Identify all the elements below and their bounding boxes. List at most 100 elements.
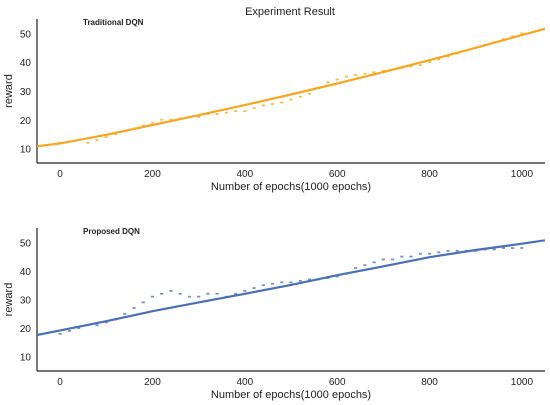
traditional-plot-area bbox=[37, 27, 545, 148]
proposed-scatter-point bbox=[391, 258, 395, 261]
proposed-scatter-point bbox=[372, 261, 376, 264]
proposed-scatter-point bbox=[270, 282, 275, 285]
traditional-scatter-point bbox=[280, 101, 284, 104]
proposed-dqn-panel: 10 20 30 40 50 0 200 400 600 800 1000 Number of epo… bbox=[3, 227, 545, 401]
proposed-y-tick-label: 30 bbox=[20, 296, 32, 307]
proposed-scatter-point bbox=[67, 330, 71, 332]
proposed-scatter-point bbox=[492, 248, 496, 251]
traditional-scatter-point bbox=[335, 78, 339, 81]
proposed-scatter-point bbox=[307, 278, 312, 281]
traditional-y-tick-label: 20 bbox=[20, 116, 32, 127]
traditional-series-annotation: Traditional DQN bbox=[83, 18, 144, 27]
proposed-x-axis-label: Number of epochs(1000 epochs) bbox=[211, 389, 371, 401]
proposed-x-tick-label: 400 bbox=[236, 377, 253, 388]
traditional-scatter-point bbox=[427, 61, 432, 64]
traditional-scatter-point bbox=[86, 141, 90, 144]
traditional-scatter-point bbox=[372, 71, 376, 74]
proposed-scatter-point bbox=[243, 290, 247, 292]
proposed-scatter-point bbox=[400, 255, 404, 258]
proposed-scatter-point bbox=[409, 255, 413, 258]
proposed-scatter-point bbox=[233, 292, 238, 295]
traditional-scatter-point bbox=[344, 75, 349, 78]
traditional-scatter-point bbox=[141, 124, 145, 127]
proposed-scatter-point bbox=[187, 295, 191, 298]
traditional-scatter-point bbox=[104, 136, 108, 138]
proposed-scatter-point bbox=[354, 267, 358, 269]
traditional-trend-line bbox=[37, 27, 545, 148]
traditional-scatter-point bbox=[270, 103, 275, 105]
proposed-scatter-point bbox=[206, 292, 210, 295]
proposed-scatter-point bbox=[298, 280, 302, 282]
proposed-scatter-point bbox=[501, 247, 506, 249]
traditional-scatter-point bbox=[418, 64, 422, 66]
traditional-scatter-point bbox=[95, 139, 99, 141]
proposed-scatter-point bbox=[197, 295, 201, 298]
traditional-x-tick-label: 0 bbox=[57, 169, 63, 180]
traditional-scatter-point bbox=[224, 111, 228, 114]
proposed-scatter-point bbox=[178, 292, 182, 295]
proposed-scatter-point bbox=[215, 292, 219, 295]
traditional-x-tick-label: 1000 bbox=[511, 169, 534, 180]
traditional-scatter-point bbox=[298, 95, 302, 98]
traditional-scatter-point bbox=[326, 81, 330, 84]
proposed-scatter-point bbox=[58, 332, 62, 335]
traditional-scatter-point bbox=[113, 133, 118, 136]
proposed-scatter-point bbox=[169, 290, 173, 292]
traditional-x-tick-label: 600 bbox=[329, 169, 346, 180]
proposed-scatter-point bbox=[455, 249, 459, 252]
traditional-scatter-point bbox=[215, 113, 219, 115]
proposed-scatter-point bbox=[95, 324, 99, 327]
proposed-scatter-point bbox=[437, 251, 441, 254]
traditional-scatter-point bbox=[520, 32, 524, 35]
traditional-scatter-point bbox=[511, 35, 515, 38]
traditional-scatter-point bbox=[160, 118, 164, 121]
traditional-x-tick-label: 200 bbox=[144, 169, 161, 180]
traditional-x-tick-label: 800 bbox=[421, 169, 438, 180]
proposed-y-tick-label: 10 bbox=[20, 353, 32, 364]
traditional-y-axis-label: reward bbox=[3, 74, 15, 108]
proposed-scatter-point bbox=[335, 275, 339, 278]
proposed-scatter-point bbox=[418, 252, 422, 255]
proposed-y-tick-label: 40 bbox=[20, 267, 32, 278]
traditional-y-tick-label: 50 bbox=[20, 29, 32, 40]
traditional-y-tick-label: 10 bbox=[20, 145, 32, 156]
traditional-scatter-point bbox=[437, 58, 441, 61]
traditional-scatter-point bbox=[261, 104, 265, 107]
traditional-scatter-point bbox=[409, 65, 413, 68]
proposed-scatter-point bbox=[76, 327, 81, 329]
proposed-scatter-point bbox=[141, 301, 145, 304]
proposed-scatter-point bbox=[363, 264, 367, 267]
traditional-scatter-point bbox=[363, 72, 367, 75]
traditional-scatter-point bbox=[252, 107, 256, 110]
proposed-scatter-point bbox=[261, 284, 265, 287]
traditional-y-tick-label: 30 bbox=[20, 87, 32, 98]
proposed-scatter-point bbox=[280, 281, 284, 284]
traditional-scatter-point bbox=[354, 74, 358, 77]
proposed-series-annotation: Proposed DQN bbox=[83, 227, 140, 236]
proposed-scatter-point bbox=[150, 295, 155, 298]
proposed-scatter-point bbox=[446, 249, 450, 252]
proposed-scatter-point bbox=[123, 312, 127, 315]
traditional-scatter-point bbox=[197, 116, 201, 118]
proposed-x-tick-label: 200 bbox=[144, 377, 161, 388]
proposed-x-tick-label: 600 bbox=[329, 377, 346, 388]
proposed-scatter-point bbox=[520, 247, 524, 249]
proposed-x-tick-label: 800 bbox=[421, 377, 438, 388]
proposed-x-tick-label: 1000 bbox=[511, 377, 534, 388]
traditional-y-tick-label: 40 bbox=[20, 58, 32, 69]
proposed-x-tick-label: 0 bbox=[57, 377, 63, 388]
proposed-trend-line bbox=[37, 239, 545, 337]
traditional-scatter-point bbox=[289, 98, 293, 101]
proposed-scatter-point bbox=[289, 281, 293, 284]
traditional-x-tick-label: 400 bbox=[236, 169, 253, 180]
traditional-scatter-point bbox=[150, 121, 155, 124]
proposed-scatter-point bbox=[160, 292, 164, 295]
proposed-scatter-point bbox=[427, 252, 432, 255]
proposed-y-tick-label: 50 bbox=[20, 238, 32, 249]
figure-title: Experiment Result bbox=[245, 6, 335, 18]
proposed-scatter-point bbox=[104, 321, 108, 324]
proposed-scatter-point bbox=[511, 247, 515, 249]
traditional-scatter-point bbox=[169, 118, 173, 121]
traditional-scatter-point bbox=[307, 92, 312, 95]
